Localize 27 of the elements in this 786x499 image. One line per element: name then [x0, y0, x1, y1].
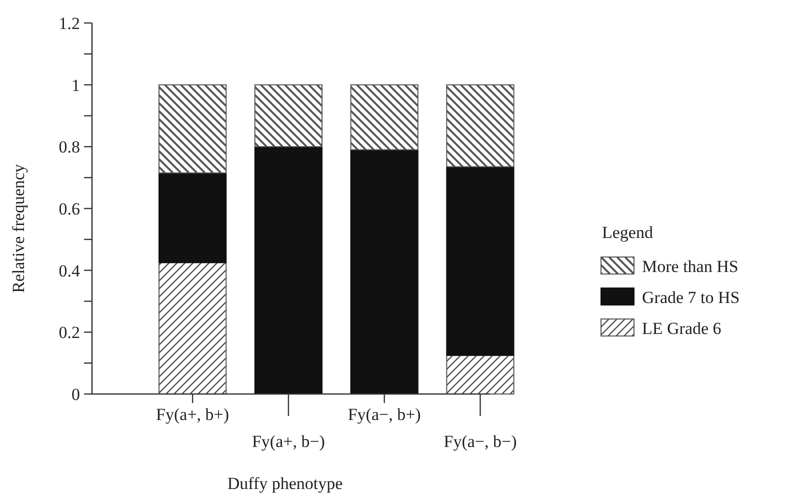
bar [446, 166, 514, 356]
y-axis-title: Relative frequency [9, 164, 28, 293]
bar [158, 172, 227, 264]
x-tick-label: Fy(a+, b+) [156, 405, 230, 424]
x-tick-label: Fy(a+, b−) [252, 432, 325, 451]
x-tick-label: Fy(a−, b+) [348, 405, 421, 424]
y-tick-label: 0.4 [58, 261, 80, 280]
bar [254, 84, 323, 148]
y-tick-label: 1.2 [58, 14, 80, 33]
x-axis-title: Duffy phenotype [227, 474, 343, 493]
legend-label: More than HS [642, 256, 738, 276]
bar [254, 146, 323, 394]
bar [446, 84, 514, 168]
bar [446, 354, 514, 394]
bar [158, 262, 227, 394]
bar [158, 84, 227, 174]
y-tick-label: 1 [72, 76, 80, 95]
legend-label: Grade 7 to HS [642, 288, 740, 307]
bar [350, 149, 418, 394]
y-tick-label: 0.2 [58, 323, 80, 342]
bar [350, 84, 418, 150]
y-tick-label: 0 [72, 384, 80, 404]
legend-title: Legend [602, 223, 654, 242]
x-tick-label: Fy(a−, b−) [444, 432, 517, 451]
y-tick-label: 0.6 [58, 199, 80, 218]
y-tick-label: 0.8 [58, 138, 80, 157]
legend-label: LE Grade 6 [642, 318, 722, 338]
